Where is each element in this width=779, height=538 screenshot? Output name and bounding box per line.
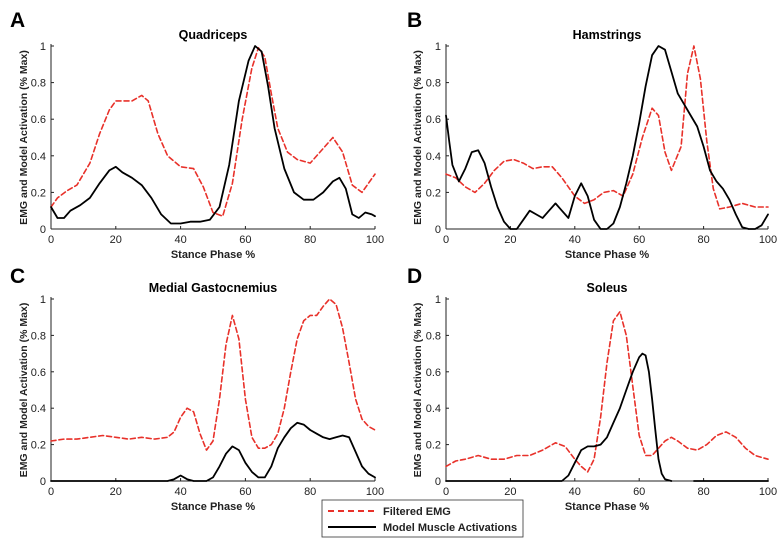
- panel-letter: C: [10, 265, 25, 288]
- x-axis-label: Stance Phase %: [171, 249, 256, 261]
- x-tick-label: 20: [110, 234, 122, 246]
- panel-c: C Medial Gastocnemius 0 20 40 60 80 100 0 0.2 0.4 0…: [10, 265, 384, 513]
- y-tick-label: 1: [40, 41, 46, 53]
- y-tick-label: 1: [435, 294, 441, 306]
- x-tick-label: 60: [633, 486, 645, 498]
- x-tick-label: 60: [239, 234, 251, 246]
- y-tick-label: 0.2: [426, 187, 441, 199]
- legend-label-emg: Filtered EMG: [383, 506, 451, 518]
- chart-title: Quadriceps: [179, 28, 248, 42]
- x-tick-label: 80: [697, 234, 709, 246]
- x-tick-label: 20: [110, 486, 122, 498]
- series-line-model-activation: [50, 421, 376, 482]
- y-tick-label: 0.2: [31, 187, 46, 199]
- x-tick-label: 40: [174, 234, 186, 246]
- y-axis-label: EMG and Model Activation (% Max): [18, 303, 30, 478]
- panel-letter: A: [10, 9, 25, 32]
- panel-b: B Hamstrings 0 20 40 60 80 100 0 0.2 0.4 0.6 0.8 1 Sta…: [407, 9, 777, 261]
- y-tick-label: 0.4: [426, 151, 441, 163]
- x-tick-label: 0: [48, 486, 54, 498]
- x-tick-label: 0: [443, 486, 449, 498]
- chart-title: Soleus: [587, 281, 628, 295]
- x-tick-label: 100: [759, 234, 777, 246]
- x-axis-label: Stance Phase %: [565, 249, 650, 261]
- x-tick-label: 100: [366, 234, 384, 246]
- chart-title: Hamstrings: [573, 28, 642, 42]
- x-tick-label: 20: [504, 486, 516, 498]
- x-tick-label: 100: [759, 486, 777, 498]
- chart-title: Medial Gastocnemius: [149, 281, 278, 295]
- y-tick-label: 0.4: [31, 403, 46, 415]
- y-tick-label: 0.8: [426, 78, 441, 90]
- y-tick-label: 0.6: [31, 367, 46, 379]
- y-tick-label: 1: [40, 294, 46, 306]
- x-axis-label: Stance Phase %: [171, 501, 256, 513]
- x-tick-label: 0: [443, 234, 449, 246]
- series-line-filtered-emg: [445, 310, 769, 473]
- x-tick-label: 80: [304, 486, 316, 498]
- x-tick-label: 60: [239, 486, 251, 498]
- y-tick-label: 0.8: [426, 330, 441, 342]
- y-tick-label: 0.8: [31, 330, 46, 342]
- x-tick-label: 80: [697, 486, 709, 498]
- series-line-filtered-emg: [50, 298, 376, 451]
- x-tick-label: 0: [48, 234, 54, 246]
- x-tick-label: 40: [569, 486, 581, 498]
- series-line-model-activation: [445, 45, 769, 230]
- y-tick-label: 1: [435, 41, 441, 53]
- series-line-model-activation: [50, 45, 376, 225]
- x-tick-label: 40: [174, 486, 186, 498]
- panel-a: A Quadriceps 0 20 40 60 80 100 0 0.2 0.4 0.6 0.8 1 Sta…: [10, 9, 384, 261]
- x-tick-label: 60: [633, 234, 645, 246]
- y-axis-label: EMG and Model Activation (% Max): [18, 50, 30, 225]
- y-tick-label: 0.6: [31, 114, 46, 126]
- x-tick-label: 100: [366, 486, 384, 498]
- y-tick-label: 0.6: [426, 367, 441, 379]
- panel-letter: B: [407, 9, 422, 32]
- y-tick-label: 0.6: [426, 114, 441, 126]
- y-tick-label: 0.2: [426, 440, 441, 452]
- y-tick-label: 0.2: [31, 440, 46, 452]
- series-line-filtered-emg: [50, 46, 376, 217]
- legend: Filtered EMG Model Muscle Activations: [321, 499, 524, 538]
- x-tick-label: 20: [504, 234, 516, 246]
- x-tick-label: 80: [304, 234, 316, 246]
- y-tick-label: 0: [40, 476, 46, 488]
- series-line-filtered-emg: [445, 45, 769, 210]
- y-axis-label: EMG and Model Activation (% Max): [412, 50, 424, 225]
- series-line-model-activation: [445, 352, 673, 482]
- y-tick-label: 0: [435, 476, 441, 488]
- y-tick-label: 0.4: [31, 151, 46, 163]
- y-tick-label: 0.4: [426, 403, 441, 415]
- y-tick-label: 0: [40, 224, 46, 236]
- x-tick-label: 40: [569, 234, 581, 246]
- y-tick-label: 0: [435, 224, 441, 236]
- x-axis-label: Stance Phase %: [565, 501, 650, 513]
- legend-box: [321, 499, 524, 538]
- panel-letter: D: [407, 265, 422, 288]
- y-tick-label: 0.8: [31, 78, 46, 90]
- y-axis-label: EMG and Model Activation (% Max): [412, 303, 424, 478]
- panel-d: D Soleus 0 20 40 60 80 100 0 0.2 0.4 0.6 0.8 1 Stance …: [407, 265, 777, 513]
- legend-label-model: Model Muscle Activations: [383, 522, 517, 534]
